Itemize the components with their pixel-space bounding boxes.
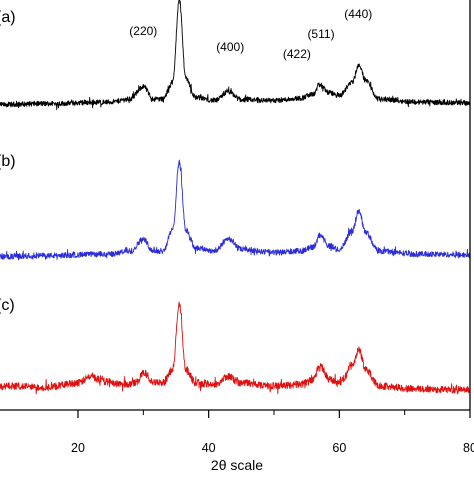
panel-label-1: (a) <box>0 9 16 26</box>
panel-label-3: (c) <box>0 297 15 314</box>
peak-label-220: (220) <box>129 24 157 38</box>
peak-label-422: (422) <box>283 47 311 61</box>
peak-annotations-group: (220)(311)(400)(422)(511)(440) <box>129 7 372 61</box>
peak-label-511: (511) <box>307 27 334 41</box>
x-tick-label-40: 40 <box>202 441 216 455</box>
x-axis-group: 20 40 60 80 <box>0 0 474 455</box>
peak-label-400: (400) <box>216 40 244 54</box>
xrd-trace-2 <box>0 159 471 261</box>
xrd-trace-3 <box>0 301 471 395</box>
traces-group <box>0 0 471 395</box>
xrd-trace-1 <box>0 0 471 111</box>
x-tick-label-60: 60 <box>332 441 346 455</box>
panel-label-2: (b) <box>0 153 16 170</box>
panel-labels-group: (a) (b) (c) <box>0 9 16 314</box>
x-tick-label-80: 80 <box>463 441 474 455</box>
x-axis-title: 2θ scale <box>211 457 263 473</box>
x-tick-label-20: 20 <box>71 441 85 455</box>
peak-label-440: (440) <box>344 7 372 21</box>
